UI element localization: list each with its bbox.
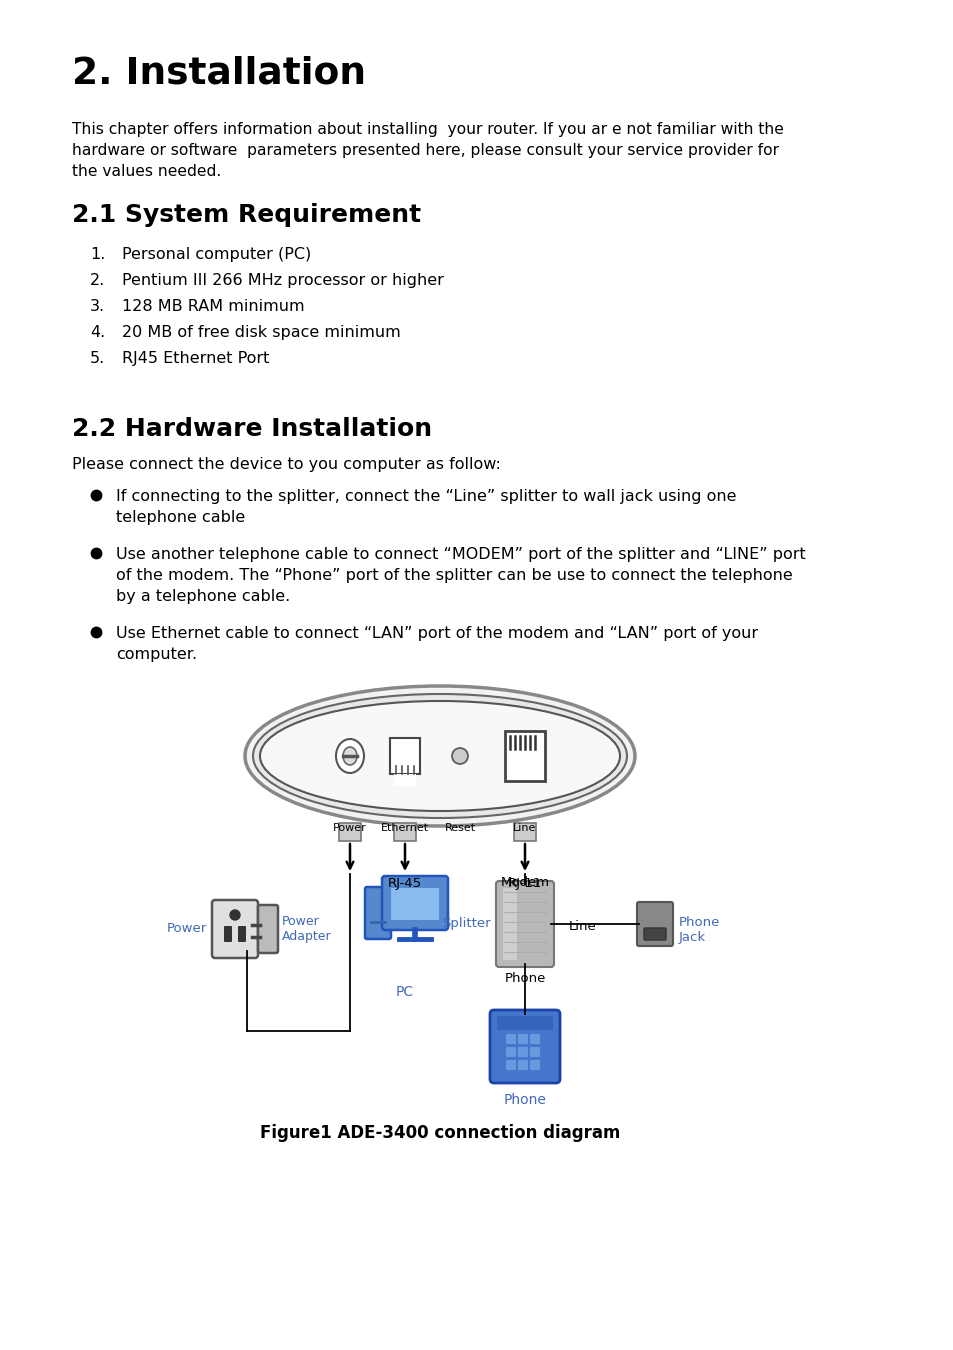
Text: 20 MB of free disk space minimum: 20 MB of free disk space minimum xyxy=(122,325,400,340)
FancyBboxPatch shape xyxy=(394,774,416,786)
Text: by a telephone cable.: by a telephone cable. xyxy=(116,589,290,603)
Text: hardware or software  parameters presented here, please consult your service pro: hardware or software parameters presente… xyxy=(71,143,779,158)
Text: PC: PC xyxy=(395,986,414,999)
Text: Figure1 ADE-3400 connection diagram: Figure1 ADE-3400 connection diagram xyxy=(259,1125,619,1142)
FancyBboxPatch shape xyxy=(504,730,544,782)
Text: Power: Power xyxy=(167,922,207,936)
FancyBboxPatch shape xyxy=(505,1048,516,1057)
Text: Phone: Phone xyxy=(503,1094,546,1107)
FancyBboxPatch shape xyxy=(496,882,554,967)
FancyBboxPatch shape xyxy=(517,1060,527,1071)
Text: Reset: Reset xyxy=(444,824,475,833)
FancyBboxPatch shape xyxy=(517,1048,527,1057)
Text: RJ45 Ethernet Port: RJ45 Ethernet Port xyxy=(122,351,269,366)
Text: Ethernet: Ethernet xyxy=(380,824,429,833)
FancyBboxPatch shape xyxy=(212,900,257,958)
Text: RJ-11: RJ-11 xyxy=(507,878,541,890)
Text: Please connect the device to you computer as follow:: Please connect the device to you compute… xyxy=(71,458,500,472)
Text: Personal computer (PC): Personal computer (PC) xyxy=(122,247,311,262)
Text: 2.1 System Requirement: 2.1 System Requirement xyxy=(71,202,420,227)
FancyBboxPatch shape xyxy=(502,888,517,960)
Text: the values needed.: the values needed. xyxy=(71,163,221,180)
FancyBboxPatch shape xyxy=(517,1034,527,1044)
FancyBboxPatch shape xyxy=(338,824,360,841)
Circle shape xyxy=(452,748,468,764)
FancyBboxPatch shape xyxy=(257,904,277,953)
FancyBboxPatch shape xyxy=(643,927,665,940)
Text: This chapter offers information about installing  your router. If you ar e not f: This chapter offers information about in… xyxy=(71,122,783,136)
Text: 2. Installation: 2. Installation xyxy=(71,55,366,90)
Text: Line: Line xyxy=(513,824,537,833)
Text: Phone: Phone xyxy=(504,972,545,986)
FancyBboxPatch shape xyxy=(224,926,232,942)
Text: RJ-45: RJ-45 xyxy=(388,878,421,890)
FancyBboxPatch shape xyxy=(365,887,391,940)
Ellipse shape xyxy=(253,694,626,818)
Text: of the modem. The “Phone” port of the splitter can be use to connect the telepho: of the modem. The “Phone” port of the sp… xyxy=(116,568,792,583)
FancyBboxPatch shape xyxy=(381,876,448,930)
Text: Power
Adapter: Power Adapter xyxy=(282,915,332,944)
Text: Use Ethernet cable to connect “LAN” port of the modem and “LAN” port of your: Use Ethernet cable to connect “LAN” port… xyxy=(116,626,758,641)
FancyBboxPatch shape xyxy=(514,824,536,841)
Text: Phone
Jack: Phone Jack xyxy=(679,917,720,944)
Text: 5.: 5. xyxy=(90,351,105,366)
FancyBboxPatch shape xyxy=(497,1017,553,1030)
Text: 2.: 2. xyxy=(90,273,105,288)
Text: Power: Power xyxy=(333,824,367,833)
Ellipse shape xyxy=(245,686,635,826)
Text: Pentium III 266 MHz processor or higher: Pentium III 266 MHz processor or higher xyxy=(122,273,443,288)
Ellipse shape xyxy=(335,738,364,774)
Text: telephone cable: telephone cable xyxy=(116,510,245,525)
Text: If connecting to the splitter, connect the “Line” splitter to wall jack using on: If connecting to the splitter, connect t… xyxy=(116,489,736,504)
FancyBboxPatch shape xyxy=(530,1048,539,1057)
FancyBboxPatch shape xyxy=(237,926,246,942)
FancyBboxPatch shape xyxy=(530,1034,539,1044)
FancyBboxPatch shape xyxy=(390,738,419,774)
FancyBboxPatch shape xyxy=(505,1034,516,1044)
Text: 2.2 Hardware Installation: 2.2 Hardware Installation xyxy=(71,417,432,441)
FancyBboxPatch shape xyxy=(505,1060,516,1071)
Circle shape xyxy=(230,910,240,919)
Text: 4.: 4. xyxy=(90,325,105,340)
Text: Splitter: Splitter xyxy=(442,918,491,930)
Text: 128 MB RAM minimum: 128 MB RAM minimum xyxy=(122,298,304,315)
FancyBboxPatch shape xyxy=(391,888,438,919)
FancyBboxPatch shape xyxy=(637,902,672,946)
Text: 3.: 3. xyxy=(90,298,105,315)
FancyBboxPatch shape xyxy=(510,759,539,769)
Text: Use another telephone cable to connect “MODEM” port of the splitter and “LINE” p: Use another telephone cable to connect “… xyxy=(116,547,805,562)
Ellipse shape xyxy=(260,701,619,811)
Ellipse shape xyxy=(343,747,356,765)
Text: Modem: Modem xyxy=(500,876,549,890)
FancyBboxPatch shape xyxy=(490,1010,559,1083)
FancyBboxPatch shape xyxy=(530,1060,539,1071)
Text: computer.: computer. xyxy=(116,647,197,662)
FancyBboxPatch shape xyxy=(394,824,416,841)
Text: Line: Line xyxy=(568,919,597,933)
Text: 1.: 1. xyxy=(90,247,105,262)
